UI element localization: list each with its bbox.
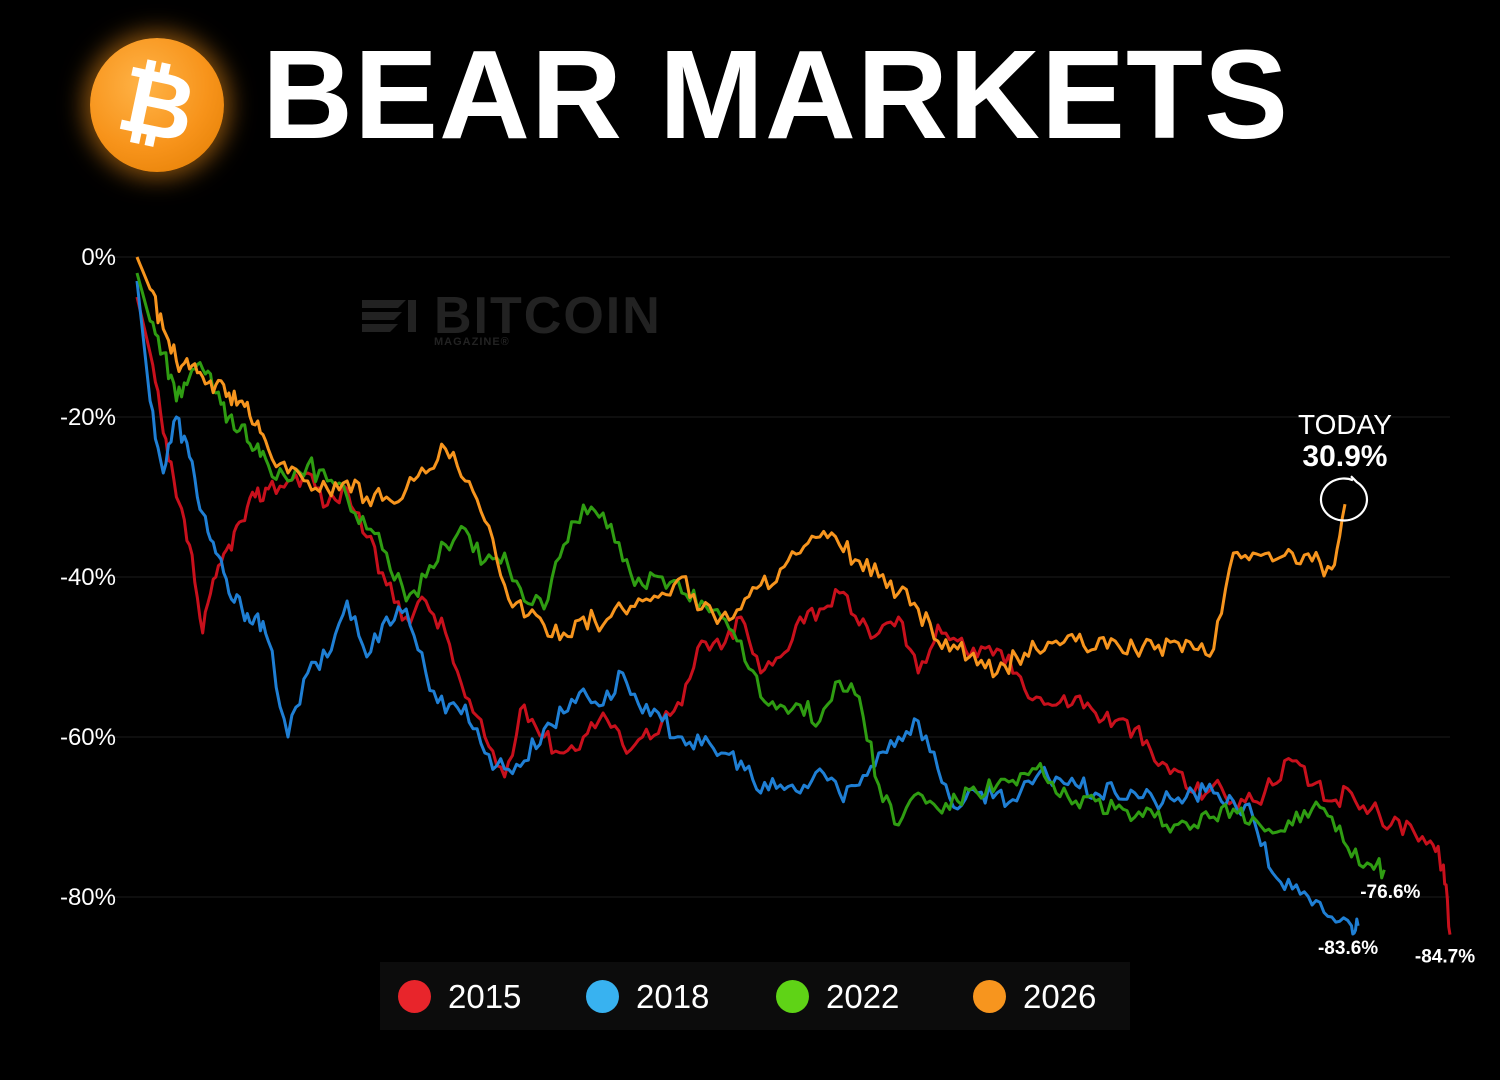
legend-dot-icon bbox=[398, 980, 431, 1013]
today-value: 30.9% bbox=[1302, 440, 1387, 473]
legend-label: 2015 bbox=[448, 978, 522, 1015]
legend-label: 2026 bbox=[1023, 978, 1097, 1015]
series-lines bbox=[135, 256, 1452, 936]
y-tick-label: 0% bbox=[81, 244, 116, 271]
bear-markets-chart: 0% -20% -40% -60% -80% -84.7% -83.6% -76.6% TO… bbox=[60, 244, 1475, 968]
bitcoin-magazine-logo-icon bbox=[362, 300, 416, 332]
legend-dot-icon bbox=[776, 980, 809, 1013]
end-label-2015: -84.7% bbox=[1415, 947, 1475, 968]
end-label-2022: -76.6% bbox=[1360, 882, 1420, 903]
header: ₿ BEAR MARKETS bbox=[0, 0, 1500, 200]
legend-label: 2018 bbox=[636, 978, 710, 1015]
today-circle bbox=[1319, 475, 1369, 522]
legend: 2015 2018 2022 2026 bbox=[380, 962, 1130, 1030]
end-label-2018: -83.6% bbox=[1318, 938, 1378, 959]
series-line-2018 bbox=[135, 280, 1360, 936]
today-annotation: TODAY 30.9% bbox=[1298, 409, 1392, 522]
y-axis-ticks: 0% -20% -40% -60% -80% bbox=[60, 244, 116, 911]
page-title: BEAR MARKETS bbox=[262, 24, 1290, 165]
y-tick-label: -20% bbox=[60, 404, 116, 431]
legend-dot-icon bbox=[586, 980, 619, 1013]
today-label: TODAY bbox=[1298, 409, 1392, 440]
bitcoin-symbol: ₿ bbox=[109, 44, 205, 165]
legend-dot-icon bbox=[973, 980, 1006, 1013]
bitcoin-logo-icon: ₿ bbox=[90, 38, 224, 172]
y-tick-label: -40% bbox=[60, 564, 116, 591]
y-tick-label: -60% bbox=[60, 724, 116, 751]
gridlines bbox=[110, 256, 1450, 898]
series-line-2026 bbox=[135, 256, 1347, 679]
watermark-text: BITCOIN bbox=[434, 287, 662, 345]
series-line-2022 bbox=[135, 272, 1386, 880]
end-labels: -84.7% -83.6% -76.6% bbox=[1318, 882, 1475, 968]
series-line-2015 bbox=[135, 296, 1452, 935]
legend-label: 2022 bbox=[826, 978, 900, 1015]
y-tick-label: -80% bbox=[60, 884, 116, 911]
watermark-subtext: MAGAZINE® bbox=[434, 336, 510, 348]
